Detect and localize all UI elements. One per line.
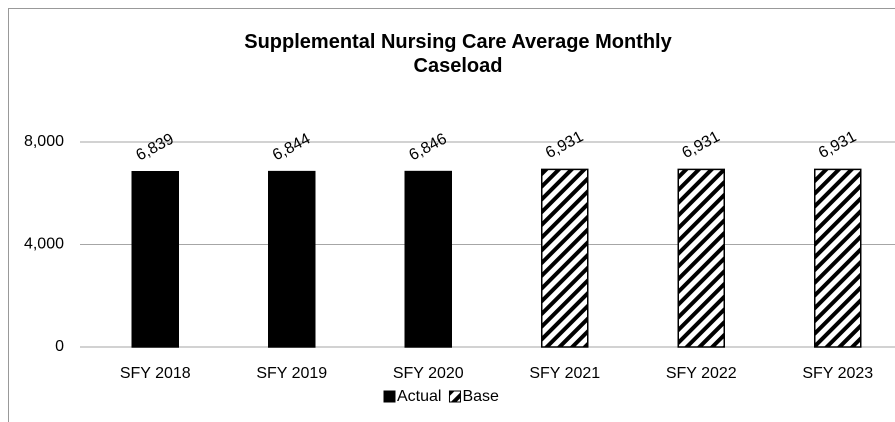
x-tick-label: SFY 2022 bbox=[666, 365, 737, 382]
x-tick-label: SFY 2021 bbox=[529, 365, 600, 382]
y-tick-label: 8,000 bbox=[24, 133, 64, 150]
data-label: 6,931 bbox=[816, 128, 859, 162]
bar bbox=[677, 168, 725, 348]
data-label: 6,844 bbox=[270, 130, 313, 164]
x-tick-label: SFY 2019 bbox=[256, 365, 327, 382]
chart-border bbox=[8, 8, 895, 422]
y-tick-label: 0 bbox=[55, 338, 64, 355]
x-tick-label: SFY 2023 bbox=[802, 365, 873, 382]
legend-swatch bbox=[383, 390, 396, 403]
x-tick-label: SFY 2020 bbox=[393, 365, 464, 382]
y-tick-label: 4,000 bbox=[24, 236, 64, 253]
bar bbox=[404, 170, 452, 348]
bar bbox=[814, 168, 862, 348]
legend-label: Base bbox=[462, 388, 499, 405]
data-label: 6,846 bbox=[406, 130, 449, 164]
data-label: 6,839 bbox=[133, 131, 176, 165]
data-label: 6,931 bbox=[543, 128, 586, 162]
bar bbox=[541, 168, 589, 348]
legend-label: Actual bbox=[397, 388, 441, 405]
bar bbox=[268, 170, 316, 348]
bar bbox=[131, 171, 179, 348]
data-label: 6,931 bbox=[679, 128, 722, 162]
legend-swatch bbox=[448, 390, 461, 403]
x-tick-label: SFY 2018 bbox=[120, 365, 191, 382]
chart-title: Supplemental Nursing Care Average Monthl… bbox=[244, 31, 672, 77]
